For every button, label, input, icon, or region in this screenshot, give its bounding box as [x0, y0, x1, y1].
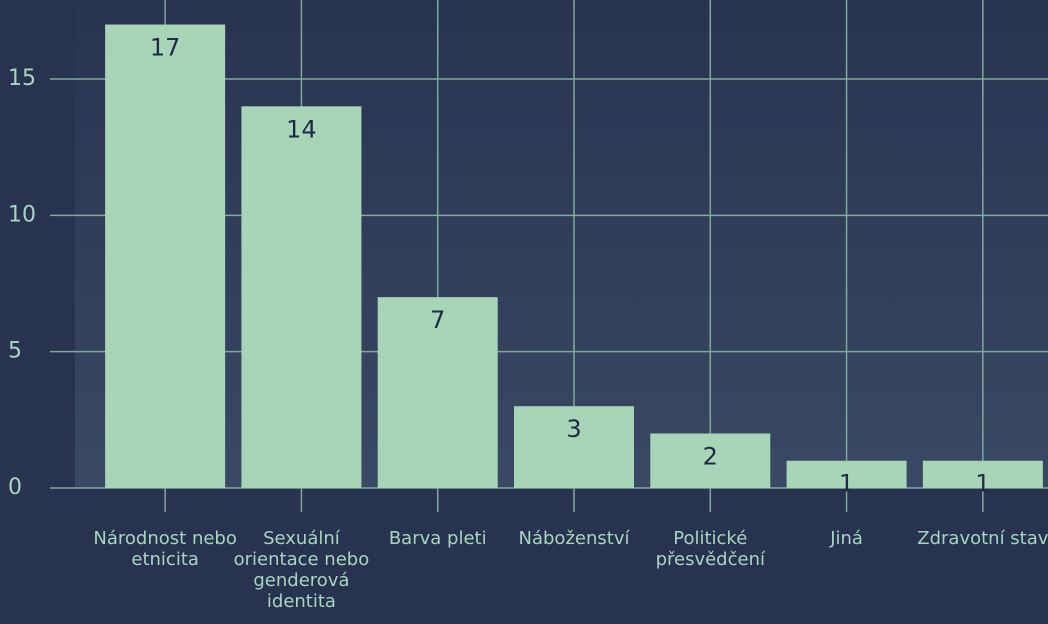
- x-tick-label: Náboženství: [518, 528, 630, 549]
- x-tick-label-box: Politické přesvědčení: [655, 528, 765, 570]
- x-tick-label-box: Jiná: [830, 528, 863, 549]
- x-tick-label: Jiná: [830, 528, 863, 549]
- x-tick-label-box: Náboženství: [518, 528, 630, 549]
- x-tick-label: Zdravotní stav: [917, 528, 1048, 549]
- data-label: 2: [703, 442, 718, 470]
- y-tick-label: 10: [8, 202, 36, 227]
- data-label: 3: [566, 415, 581, 443]
- bar: [650, 433, 771, 488]
- x-tick-label: Politické přesvědčení: [655, 528, 765, 570]
- y-tick-label: 0: [8, 475, 22, 500]
- x-tick-label-box: Barva pleti: [388, 528, 487, 549]
- y-tick-label: 5: [8, 339, 22, 364]
- bar: [786, 460, 907, 488]
- bar: [377, 297, 498, 488]
- bar: [514, 406, 634, 488]
- bar: [241, 106, 362, 488]
- data-label: 17: [150, 34, 181, 62]
- bar: [105, 24, 226, 488]
- x-tick-label-box: Sexuální orientace nebo genderová identi…: [233, 528, 370, 612]
- x-tick-label: Sexuální orientace nebo genderová identi…: [233, 528, 370, 612]
- bar: [922, 460, 1043, 488]
- x-tick-label-box: Zdravotní stav: [917, 528, 1048, 549]
- x-tick-label: Barva pleti: [388, 528, 487, 549]
- data-label: 1: [839, 470, 854, 498]
- data-label: 7: [430, 306, 445, 334]
- x-tick-label: Národnost nebo etnicita: [93, 528, 237, 570]
- data-label: 1: [975, 470, 990, 498]
- x-tick-label-box: Národnost nebo etnicita: [93, 528, 237, 570]
- data-label: 14: [286, 115, 317, 143]
- y-tick-label: 15: [8, 66, 36, 91]
